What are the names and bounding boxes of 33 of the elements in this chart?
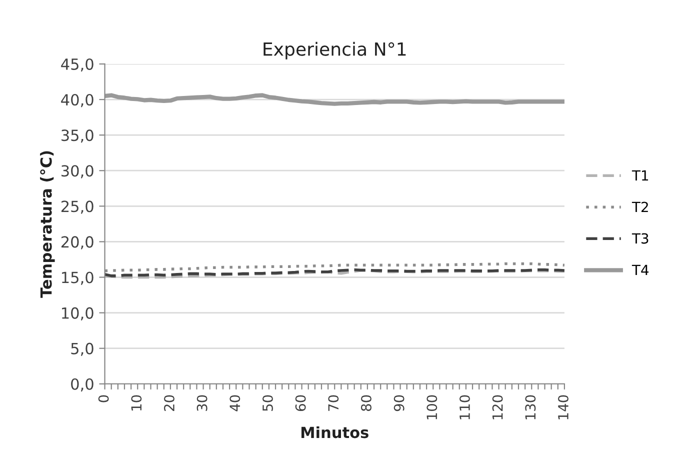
- chart-title: Experiencia N°1: [264, 42, 406, 60]
- y-tick-label: 45,0: [61, 58, 94, 72]
- x-tick-label: 0: [98, 395, 109, 402]
- legend-label: T1: [632, 170, 648, 181]
- x-tick-label: 100: [426, 395, 438, 420]
- legend-label: T4: [632, 264, 649, 276]
- y-tick-label: 35,0: [62, 130, 94, 143]
- y-tick-label: 10,0: [62, 307, 94, 320]
- x-tick-label: 90: [394, 395, 404, 412]
- x-tick-label: 50: [262, 395, 273, 411]
- legend-label: T2: [632, 202, 648, 212]
- x-tick-label: 30: [196, 395, 208, 411]
- line-series: [104, 93, 564, 106]
- y-tick-label: 25,0: [61, 200, 94, 214]
- x-tick-label: 120: [492, 395, 503, 420]
- x-tick-label: 20: [164, 395, 174, 411]
- y-tick-label: 15,0: [62, 272, 94, 285]
- legend-label: T3: [632, 233, 648, 244]
- x-tick-label: 130: [525, 395, 536, 420]
- x-tick-label: 140: [558, 395, 568, 420]
- y-tick-label: 5,0: [71, 342, 94, 356]
- y-tick-label: 30,0: [62, 165, 94, 178]
- x-axis-title: Minutos: [301, 426, 368, 438]
- x-tick-label: 60: [295, 395, 306, 411]
- x-tick-label: 80: [360, 395, 372, 412]
- y-tick-label: 40,0: [61, 94, 94, 108]
- x-tick-label: 40: [230, 395, 240, 412]
- y-axis-title: Temperatura (°C): [40, 151, 55, 298]
- x-tick-label: 10: [131, 395, 142, 410]
- y-tick-label: 20,0: [61, 236, 94, 250]
- x-tick-label: 70: [328, 395, 339, 411]
- x-tick-label: 110: [459, 395, 470, 420]
- y-tick-label: 0,0: [71, 378, 94, 392]
